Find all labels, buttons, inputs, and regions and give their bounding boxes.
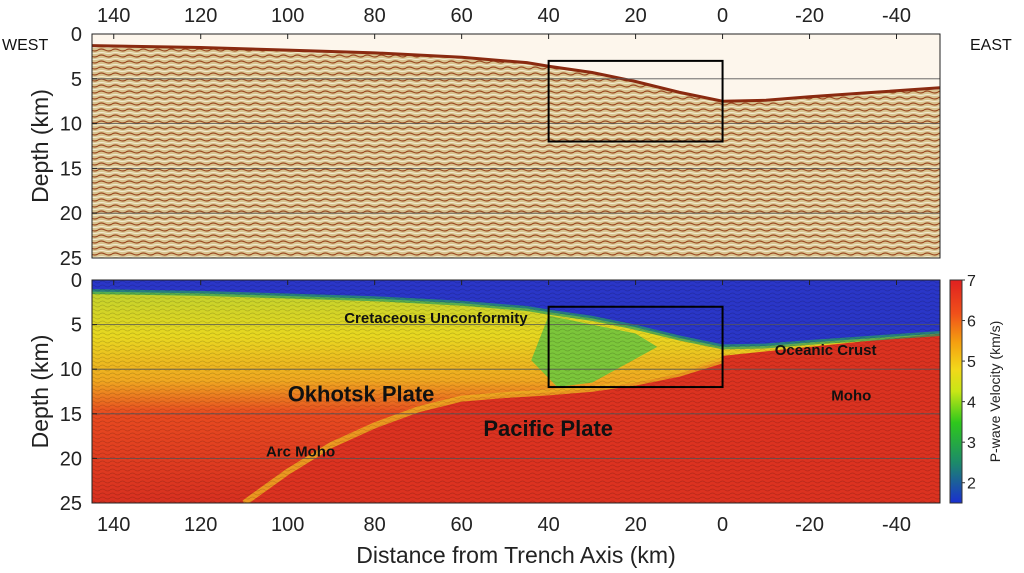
annotation-label: Oceanic Crust: [775, 342, 877, 359]
y-tick-label: 20: [60, 203, 82, 225]
colorbar-tick-label: 3: [967, 435, 976, 452]
axes-frame: [91, 279, 941, 504]
y-tick-label: 0: [71, 24, 82, 46]
x-tick-label-top: 80: [364, 5, 386, 27]
colorbar-tick-label: 5: [967, 354, 976, 371]
y-axis-label: Depth (km): [27, 335, 53, 449]
west-label: WEST: [2, 37, 48, 54]
x-tick-label: 100: [271, 514, 304, 536]
y-tick-label: 15: [60, 158, 82, 180]
colorbar-label: P-wave Velocity (km/s): [987, 321, 1003, 463]
colorbar-tick-label: 2: [967, 476, 976, 493]
y-tick-label: 10: [60, 359, 82, 381]
highlight-box: [547, 305, 724, 389]
y-tick-label: 15: [60, 404, 82, 426]
colorbar-tick-label: 7: [967, 273, 976, 290]
plot-area-seismic-reflection: [92, 34, 940, 258]
y-tick-label: 5: [71, 69, 82, 91]
x-tick-label: -20: [795, 514, 824, 536]
x-tick-label: 120: [184, 514, 217, 536]
highlight-box: [547, 59, 724, 143]
axes-frame: [91, 33, 941, 259]
x-tick-label-top: 0: [717, 5, 728, 27]
wiggle-overlay: [92, 280, 940, 503]
y-tick-label: 25: [60, 493, 82, 515]
x-tick-label-top: 60: [451, 5, 473, 27]
annotation-label: Cretaceous Unconformity: [344, 310, 528, 327]
x-tick-label-top: 20: [624, 5, 646, 27]
x-tick-label-top: -40: [882, 5, 911, 27]
x-tick-label: -40: [882, 514, 911, 536]
x-tick-label: 60: [451, 514, 473, 536]
y-tick-label: 20: [60, 448, 82, 470]
x-tick-label-top: 140: [97, 5, 130, 27]
x-tick-label-top: -20: [795, 5, 824, 27]
annotation-label: Arc Moho: [266, 444, 335, 461]
y-tick-label: 0: [71, 270, 82, 292]
y-tick-label: 5: [71, 315, 82, 337]
x-tick-label: 140: [97, 514, 130, 536]
x-tick-label-top: 40: [537, 5, 559, 27]
plot-area-p-wave-velocity: [92, 280, 940, 503]
x-tick-label-top: 100: [271, 5, 304, 27]
x-tick-label: 20: [624, 514, 646, 536]
y-tick-label: 10: [60, 114, 82, 136]
x-tick-label: 40: [537, 514, 559, 536]
colorbar: [949, 279, 963, 504]
annotation-label: Moho: [831, 387, 871, 404]
x-tick-label: 80: [364, 514, 386, 536]
colorbar-tick-label: 6: [967, 314, 976, 331]
annotation-label: Pacific Plate: [483, 416, 613, 441]
x-tick-label-top: 120: [184, 5, 217, 27]
water-column: [92, 34, 940, 102]
seafloor-reflector: [92, 44, 940, 103]
y-axis-label: Depth (km): [27, 89, 53, 203]
x-tick-label: 0: [717, 514, 728, 536]
x-axis-label: Distance from Trench Axis (km): [356, 542, 676, 568]
y-tick-label: 25: [60, 248, 82, 270]
annotation-label: Okhotsk Plate: [288, 381, 435, 406]
colorbar-tick-label: 4: [967, 395, 976, 412]
east-label: EAST: [970, 37, 1012, 54]
